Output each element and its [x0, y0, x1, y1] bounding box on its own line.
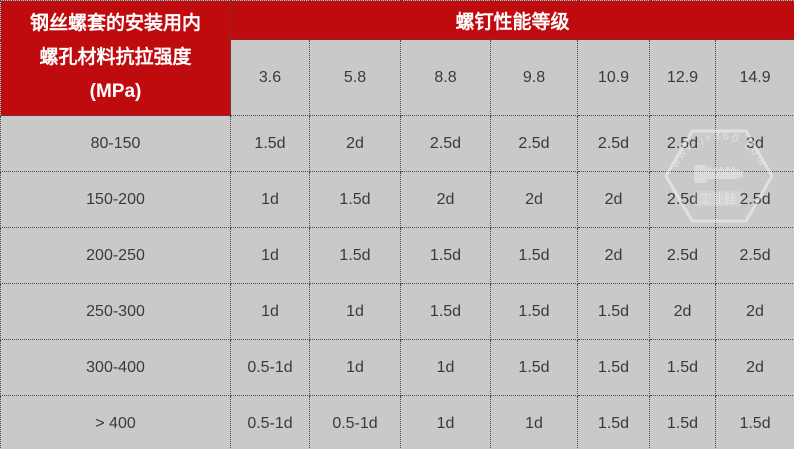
table-row: 200-250 1d 1.5d 1.5d 1.5d 2d 2.5d 2.5d — [0, 227, 794, 284]
corner-header-cell: 钢丝螺套的安装用内 螺孔材料抗拉强度 (MPa) — [0, 0, 231, 116]
grade-column-header: 12.9 — [649, 39, 716, 116]
corner-header-line: (MPa) — [89, 81, 142, 102]
value-cell: 1.5d — [490, 339, 578, 396]
value-cell: 2d — [649, 283, 716, 340]
value-cell: 1d — [400, 339, 491, 396]
table-row: 80-150 1.5d 2d 2.5d 2.5d 2.5d 2.5d 3d — [0, 115, 794, 172]
row-label: 300-400 — [0, 339, 231, 396]
value-cell: 2.5d — [714, 171, 794, 228]
grade-column-header: 5.8 — [309, 39, 401, 116]
table-title: 螺钉性能等级 — [229, 0, 794, 40]
table-row: 300-400 0.5-1d 1d 1d 1.5d 1.5d 1.5d 2d — [0, 339, 794, 396]
value-cell: 2d — [714, 339, 794, 396]
row-label: 150-200 — [0, 171, 231, 228]
value-cell: 1d — [230, 227, 310, 284]
value-cell: 2.5d — [649, 227, 716, 284]
value-cell: 1.5d — [649, 339, 716, 396]
value-cell: 2d — [490, 171, 578, 228]
table-row: 250-300 1d 1d 1.5d 1.5d 1.5d 2d 2d — [0, 283, 794, 340]
value-cell: 2d — [400, 171, 491, 228]
value-cell: 1d — [490, 395, 578, 449]
value-cell: 1d — [309, 283, 401, 340]
value-cell: 2d — [577, 227, 650, 284]
value-cell: 2.5d — [714, 227, 794, 284]
row-label: 250-300 — [0, 283, 231, 340]
value-cell: 1d — [400, 395, 491, 449]
value-cell: 1d — [309, 339, 401, 396]
corner-header-line: 螺孔材料抗拉强度 — [39, 47, 192, 68]
value-cell: 1.5d — [309, 171, 401, 228]
table-row: 150-200 1d 1.5d 2d 2d 2d 2.5d 2.5d — [0, 171, 794, 228]
value-cell: 1.5d — [490, 227, 578, 284]
value-cell: 2d — [309, 115, 401, 172]
value-cell: 2.5d — [400, 115, 491, 172]
value-cell: 1.5d — [714, 395, 794, 449]
value-cell: 1.5d — [230, 115, 310, 172]
grade-column-header: 3.6 — [230, 39, 310, 116]
value-cell: 1.5d — [490, 283, 578, 340]
value-cell: 2.5d — [490, 115, 578, 172]
value-cell: 2d — [714, 283, 794, 340]
value-cell: 0.5-1d — [309, 395, 401, 449]
value-cell: 1d — [230, 171, 310, 228]
value-cell: 1.5d — [577, 395, 650, 449]
value-cell: 1.5d — [649, 395, 716, 449]
value-cell: 1d — [230, 283, 310, 340]
value-cell: 2d — [577, 171, 650, 228]
value-cell: 1.5d — [577, 339, 650, 396]
value-cell: 1.5d — [309, 227, 401, 284]
value-cell: 0.5-1d — [230, 339, 310, 396]
row-label: 200-250 — [0, 227, 231, 284]
grade-column-header: 14.9 — [714, 39, 794, 116]
value-cell: 2.5d — [577, 115, 650, 172]
value-cell: 0.5-1d — [230, 395, 310, 449]
grade-column-header: 10.9 — [577, 39, 650, 116]
corner-header-line: 钢丝螺套的安装用内 — [29, 13, 201, 34]
table-row: > 400 0.5-1d 0.5-1d 1d 1d 1.5d 1.5d 1.5d — [0, 395, 794, 449]
grade-column-header: 8.8 — [400, 39, 491, 116]
value-cell: 1.5d — [577, 283, 650, 340]
value-cell: 3d — [714, 115, 794, 172]
value-cell: 2.5d — [649, 115, 716, 172]
value-cell: 1.5d — [400, 227, 491, 284]
value-cell: 2.5d — [649, 171, 716, 228]
row-label: 80-150 — [0, 115, 231, 172]
grade-column-header: 9.8 — [490, 39, 578, 116]
value-cell: 1.5d — [400, 283, 491, 340]
row-label: > 400 — [0, 395, 231, 449]
